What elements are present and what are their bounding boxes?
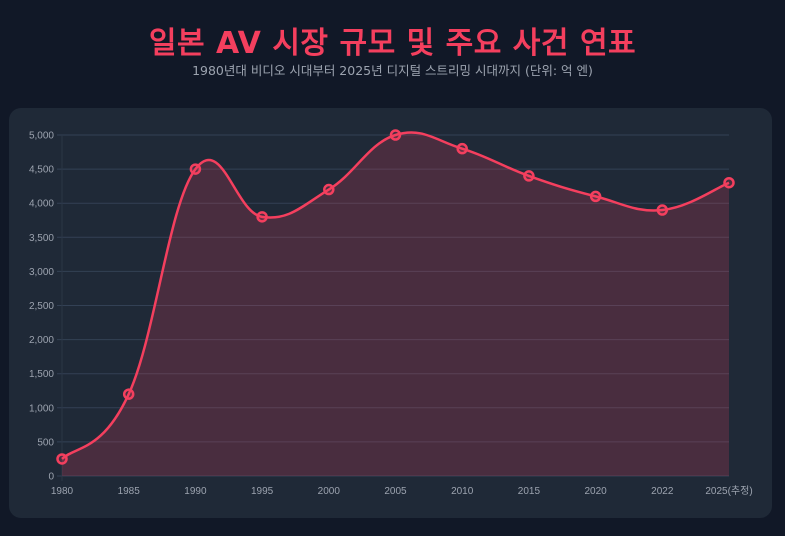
x-tick-label: 2025(추정) bbox=[705, 485, 752, 497]
y-tick-label: 4,000 bbox=[29, 199, 54, 210]
data-point[interactable] bbox=[456, 142, 468, 155]
y-tick-label: 1,500 bbox=[29, 369, 54, 380]
chart-card bbox=[9, 108, 772, 518]
data-point[interactable] bbox=[523, 170, 535, 182]
y-tick-label: 5,000 bbox=[29, 131, 54, 142]
chart-subtitle: 1980년대 비디오 시대부터 2025년 디지털 스트리밍 시대까지 (단위:… bbox=[192, 63, 593, 78]
data-point[interactable] bbox=[723, 176, 735, 189]
x-tick-label: 2015 bbox=[518, 486, 541, 497]
y-tick-label: 4,500 bbox=[29, 165, 54, 176]
x-tick-label: 1990 bbox=[184, 486, 207, 497]
x-tick-label: 1980 bbox=[51, 486, 74, 497]
data-line bbox=[61, 131, 730, 460]
x-tick-label: 2022 bbox=[651, 486, 674, 497]
y-tick-label: 3,000 bbox=[29, 267, 54, 278]
chart-title: 일본 AV 시장 규모 및 주요 사건 연표 bbox=[148, 26, 637, 61]
data-point[interactable] bbox=[656, 204, 669, 216]
area-fill bbox=[62, 132, 729, 476]
y-tick-label: 2,000 bbox=[29, 335, 54, 346]
data-point[interactable] bbox=[323, 183, 335, 196]
data-point[interactable] bbox=[122, 388, 135, 400]
y-tick-label: 1,000 bbox=[29, 403, 54, 414]
x-tick-label: 2000 bbox=[318, 486, 341, 497]
y-tick-label: 500 bbox=[37, 437, 54, 448]
x-tick-label: 2005 bbox=[384, 486, 407, 497]
x-tick-label: 1985 bbox=[118, 486, 141, 497]
x-tick-label: 2010 bbox=[451, 486, 474, 497]
y-tick-label: 2,500 bbox=[29, 301, 54, 312]
data-point[interactable] bbox=[389, 129, 402, 141]
data-point[interactable] bbox=[189, 163, 202, 175]
data-point[interactable] bbox=[589, 190, 602, 203]
data-point[interactable] bbox=[56, 453, 68, 465]
y-tick-label: 0 bbox=[48, 472, 54, 483]
x-tick-label: 2020 bbox=[584, 486, 607, 497]
x-tick-label: 1995 bbox=[251, 486, 274, 497]
y-tick-label: 3,500 bbox=[29, 233, 54, 244]
data-point[interactable] bbox=[256, 211, 268, 223]
